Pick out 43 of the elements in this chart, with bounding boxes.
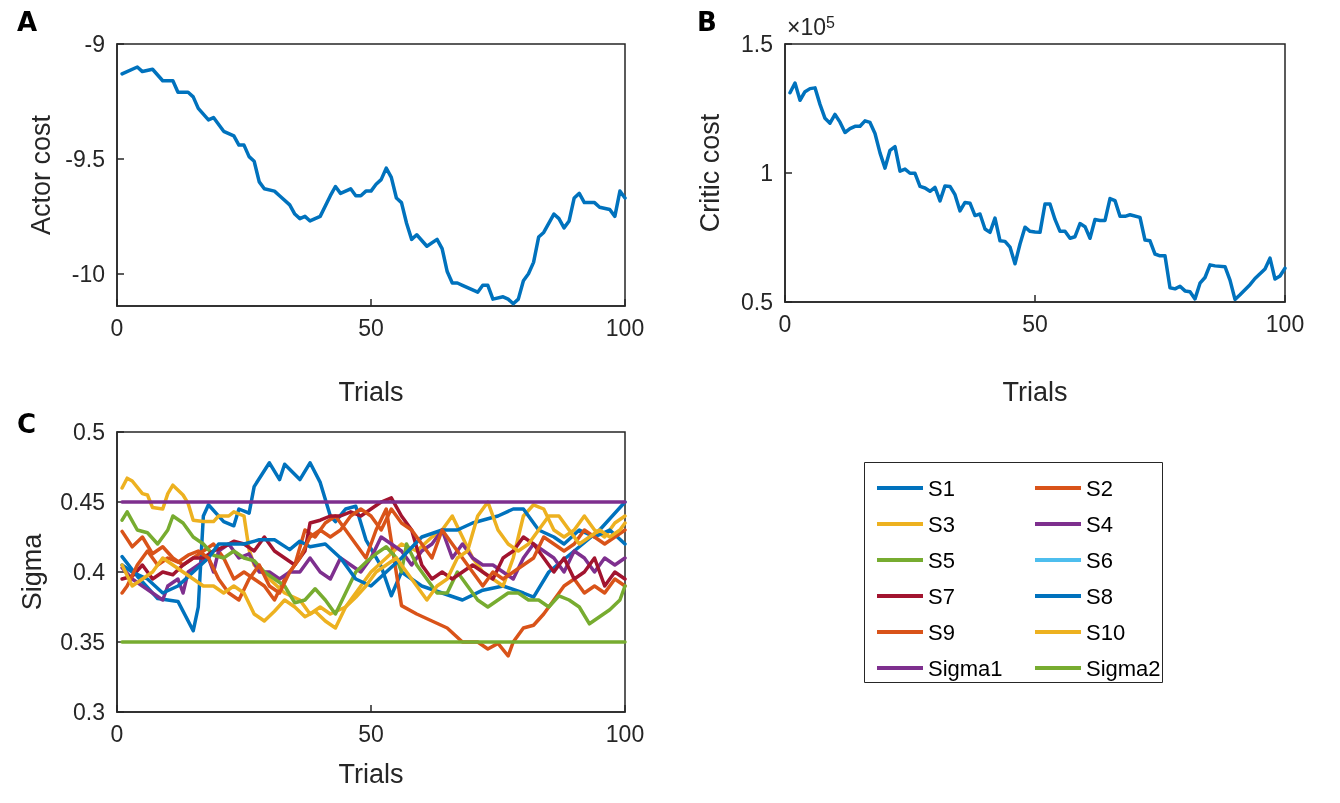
y-tick-label: 1.5 <box>741 31 773 57</box>
y-tick-label: 0.3 <box>73 699 105 725</box>
y-tick-label: -9.5 <box>65 145 105 172</box>
legend-label: S10 <box>1086 619 1126 645</box>
y-tick-label: 1 <box>760 160 773 186</box>
x-tick-label: 100 <box>605 314 645 341</box>
x-tick-label: 0 <box>110 314 124 341</box>
x-tick-label: 100 <box>1265 310 1305 337</box>
x-tick-label: 50 <box>1022 310 1048 337</box>
legend-label: S8 <box>1086 583 1113 609</box>
legend-label: S5 <box>928 547 955 573</box>
legend-label: Sigma2 <box>1086 655 1161 681</box>
legend-label: S1 <box>928 475 955 501</box>
legend-label: S3 <box>928 511 955 537</box>
chart-title: C <box>17 409 37 439</box>
y-axis-title: Sigma <box>16 532 47 611</box>
legend-label: S4 <box>1086 511 1113 537</box>
x-axis-title: Trials <box>1002 376 1068 407</box>
legend-label: S7 <box>928 583 955 609</box>
x-tick-label: 50 <box>358 720 384 747</box>
y-axis-title: Critic cost <box>694 113 725 233</box>
y-axis-title: Actor cost <box>25 114 56 236</box>
legend-label: S2 <box>1086 475 1113 501</box>
y-tick-label: 0.5 <box>741 289 773 315</box>
line-series <box>788 81 1287 302</box>
y-tick-label: 0.5 <box>73 419 105 445</box>
y-tick-label: 0.4 <box>73 559 106 585</box>
y-tick-label: 0.35 <box>60 629 105 655</box>
x-tick-label: 50 <box>358 314 384 341</box>
legend-label: S9 <box>928 619 955 645</box>
x-tick-label: 0 <box>110 720 124 747</box>
y-tick-label: -10 <box>71 260 105 287</box>
y-tick-label: -9 <box>84 31 105 57</box>
chart-title: B <box>697 7 717 37</box>
y-tick-label: 0.45 <box>60 489 105 515</box>
line-series <box>120 65 627 306</box>
x-axis-title: Trials <box>338 758 404 789</box>
legend-label: Sigma1 <box>928 655 1003 681</box>
x-axis-title: Trials <box>338 376 404 407</box>
x-tick-label: 0 <box>778 310 792 337</box>
chart-title: A <box>17 7 38 37</box>
legend-label: S6 <box>1086 547 1113 573</box>
x-tick-label: 100 <box>605 720 645 747</box>
